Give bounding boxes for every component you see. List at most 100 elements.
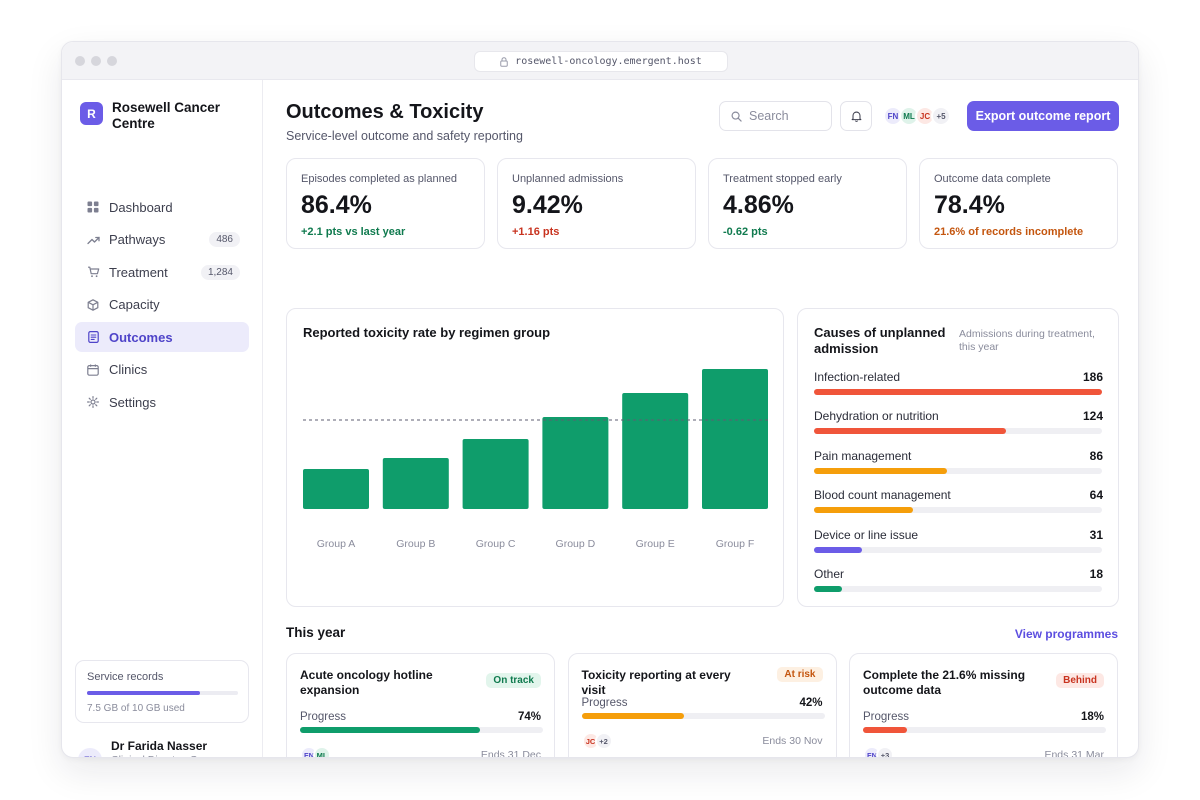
progress-bar-fill [863,727,907,733]
programme-card[interactable]: Toxicity reporting at every visit At risk… [567,653,837,757]
sidebar-item-label: Outcomes [109,329,173,345]
owner-avatars[interactable]: JC +2 [581,732,613,750]
cause-bar-fill [814,389,1102,395]
sidebar-item-outcomes[interactable]: Outcomes [75,322,249,352]
export-report-button[interactable]: Export outcome report [967,101,1119,131]
team-avatar[interactable]: +5 [931,106,951,126]
brand-name: Rosewell Cancer Centre [112,100,221,131]
bar-group-d[interactable] [542,417,609,509]
sidebar-item-clinics[interactable]: Clinics [75,355,249,385]
cause-bar-track [814,586,1102,592]
x-tick-label: Group D [556,538,596,550]
browser-titlebar: rosewell-oncology.emergent.host [62,42,1138,80]
programme-card[interactable]: Complete the 21.6% missing outcome data B… [849,653,1118,757]
window-minimize-dot[interactable] [91,56,101,66]
kpi-label: Unplanned admissions [512,173,624,185]
sidebar-item-capacity[interactable]: Capacity [75,290,249,320]
team-avatars[interactable]: FN ML JC +5 [883,106,951,126]
causes-title: Causes of unplanned admission [814,325,946,356]
owner-avatars[interactable]: FN +3 [863,746,894,757]
bar-group-a[interactable] [303,469,369,509]
programme-title: Complete the 21.6% missing outcome data [863,668,1026,697]
toxicity-bar-chart: Group A Group B Group C Group D Group E Group… [303,369,768,550]
cause-bar-track [814,507,1102,514]
progress-bar-fill [581,713,684,719]
user-name: Dr Farida Nasser [111,739,208,753]
programme-title: Toxicity reporting at every visit [581,668,731,697]
kpi-card: Unplanned admissions 9.42% +1.16 pts [497,158,696,249]
kpi-label: Outcome data complete [934,173,1051,185]
owner-avatar: +2 [594,732,613,750]
bar-group-c[interactable] [462,439,529,509]
cause-label: Pain management [814,448,912,463]
programme-title: Acute oncology hotline expansion [300,668,433,697]
progress-bar-track [581,713,825,719]
window-maximize-dot[interactable] [107,56,117,66]
progress-label: Progress [581,697,628,709]
progress-label: Progress [300,711,347,723]
x-tick-label: Group E [636,538,675,550]
kpi-card: Episodes completed as planned 86.4% +2.1 p… [286,158,485,249]
progress-percent: 74% [517,711,541,723]
progress-bar-track [863,727,1106,733]
calendar-icon [86,363,100,377]
kpi-value: 4.86% [723,191,794,219]
page-subtitle: Service-level outcome and safety reporti… [286,129,523,143]
notifications-button[interactable] [840,101,872,131]
kpi-label: Episodes completed as planned [301,173,457,185]
admission-causes-panel: Causes of unplanned admission Admissions… [797,308,1119,607]
document-icon [86,330,100,344]
cause-bar-track [814,428,1102,435]
search-input[interactable]: Search [719,101,832,131]
programme-end-date: Ends 30 Nov [762,735,823,747]
owner-avatar: +3 [876,746,894,757]
sidebar-item-label: Settings [109,394,156,410]
kpi-delta: +1.16 pts [512,226,560,238]
programmes-section-title: This year [286,625,346,640]
sidebar-item-dashboard[interactable]: Dashboard [75,192,249,222]
sidebar-item-settings[interactable]: Settings [75,387,249,417]
toxicity-chart-title: Reported toxicity rate by regimen group [303,325,551,340]
sidebar-item-label: Pathways [109,232,166,247]
programme-end-date: Ends 31 Dec [480,749,541,758]
browser-window: rosewell-oncology.emergent.host R Rosewe… [61,41,1139,758]
address-bar[interactable]: rosewell-oncology.emergent.host [474,51,728,72]
cause-label: Dehydration or nutrition [814,409,939,424]
programme-card[interactable]: Acute oncology hotline expansion On track… [286,653,555,758]
kpi-value: 86.4% [301,191,372,219]
storage-bar-track [87,691,238,695]
user-avatar[interactable]: FN [78,748,102,757]
x-tick-label: Group C [476,538,516,550]
cause-value: 18 [1089,567,1103,581]
cause-bar-fill [814,467,948,474]
view-programmes-link[interactable]: View programmes [1014,627,1118,641]
kpi-delta: 21.6% of records incomplete [934,226,1084,238]
progress-label: Progress [863,711,910,723]
progress-percent: 18% [1080,711,1104,723]
trend-up-icon [86,233,100,247]
kpi-delta: -0.62 pts [723,226,768,238]
status-badge: On track [486,673,541,688]
causes-subtitle: Admissions during treatment, this year [959,328,1095,353]
sidebar-item-label: Dashboard [109,199,173,215]
owner-avatars[interactable]: FN ML [300,746,331,757]
cause-bar-fill [814,586,842,592]
bar-group-e[interactable] [622,393,689,509]
cause-label: Device or line issue [814,527,919,542]
status-badge: Behind [1056,673,1104,688]
grid-icon [86,200,100,214]
x-tick-label: Group B [396,538,435,550]
bar-group-f[interactable] [702,369,768,509]
storage-card: Service records 7.5 GB of 10 GB used [75,660,249,723]
cause-bar-fill [814,507,914,514]
kpi-card: Outcome data complete 78.4% 21.6% of recor… [919,158,1118,249]
window-close-dot[interactable] [75,56,85,66]
owner-avatar: ML [313,746,331,757]
bar-group-b[interactable] [382,458,449,509]
kpi-value: 78.4% [934,191,1005,219]
sidebar-item-label: Capacity [109,297,160,312]
storage-bar-fill [87,691,201,695]
search-icon [731,111,742,122]
sidebar-item-pathways[interactable]: Pathways 486 [75,225,249,255]
sidebar-item-treatment[interactable]: Treatment 1,284 [75,257,249,287]
